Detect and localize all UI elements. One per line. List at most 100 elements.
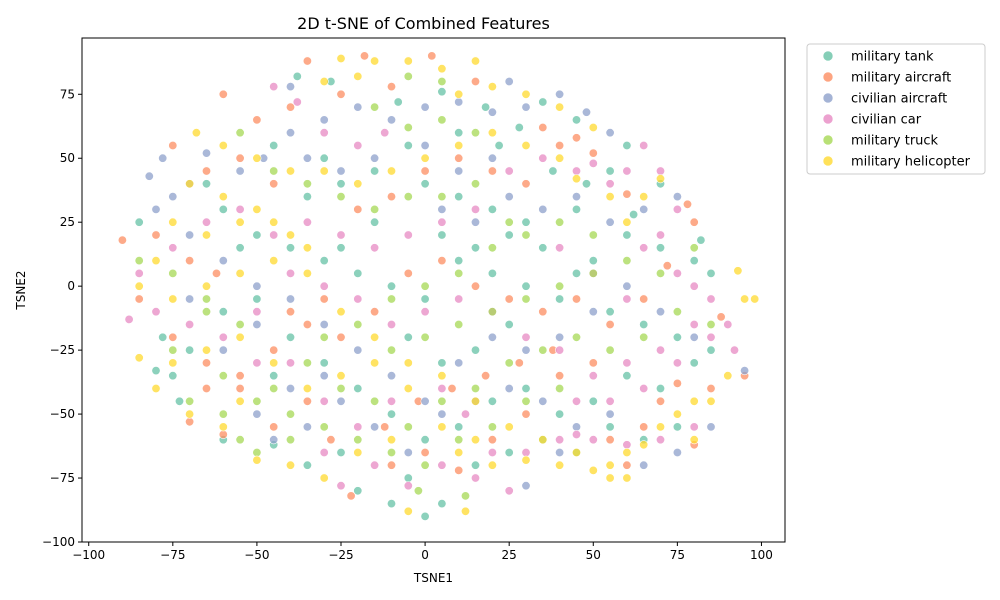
point-military-tank (235, 243, 245, 253)
point-civilian-aircraft (285, 294, 295, 304)
point-military-tank (437, 230, 447, 240)
y-tick-label: −25 (50, 343, 75, 357)
point-military-helicopter (191, 128, 201, 138)
point-military-aircraft (386, 82, 396, 92)
point-military-helicopter (403, 506, 413, 516)
point-civilian-car (706, 332, 716, 342)
point-military-helicopter (252, 455, 262, 465)
point-civilian-car (353, 141, 363, 151)
point-military-tank (269, 371, 279, 381)
point-military-truck (403, 422, 413, 432)
point-military-helicopter (403, 358, 413, 368)
point-military-tank (420, 294, 430, 304)
point-military-truck (235, 319, 245, 329)
point-military-truck (218, 371, 228, 381)
point-military-helicopter (504, 422, 514, 432)
point-civilian-aircraft (420, 141, 430, 151)
point-military-tank (538, 243, 548, 253)
point-military-tank (420, 511, 430, 521)
point-military-aircraft (218, 429, 228, 439)
point-civilian-aircraft (353, 345, 363, 355)
point-civilian-aircraft (185, 230, 195, 240)
point-civilian-aircraft (487, 107, 497, 117)
legend-marker (822, 134, 834, 146)
plot-frame (81, 37, 786, 543)
legend-entry-label: civilian aircraft (851, 92, 947, 107)
point-military-truck (454, 319, 464, 329)
point-military-helicopter (269, 256, 279, 266)
point-civilian-aircraft (487, 153, 497, 163)
legend-marker (822, 92, 834, 104)
point-civilian-aircraft (605, 128, 615, 138)
point-military-helicopter (605, 192, 615, 202)
y-tick-label: −75 (50, 471, 75, 485)
point-military-aircraft (302, 319, 312, 329)
point-civilian-car (470, 473, 480, 483)
point-military-tank (494, 141, 504, 151)
point-military-truck (252, 447, 262, 457)
point-military-aircraft (538, 123, 548, 133)
point-military-tank (437, 87, 447, 97)
y-tick-label: 25 (60, 215, 75, 229)
point-military-helicopter (218, 192, 228, 202)
point-military-helicopter (336, 371, 346, 381)
point-military-truck (672, 307, 682, 317)
point-military-tank (581, 179, 591, 189)
point-military-helicopter (740, 294, 750, 304)
point-military-tank (588, 256, 598, 266)
point-military-tank (403, 473, 413, 483)
point-military-tank (420, 179, 430, 189)
point-military-tank (252, 294, 262, 304)
point-military-tank (555, 409, 565, 419)
point-civilian-car (336, 481, 346, 491)
point-civilian-aircraft (370, 153, 380, 163)
point-military-aircraft (235, 383, 245, 393)
point-military-helicopter (185, 409, 195, 419)
point-military-truck (269, 383, 279, 393)
point-military-tank (706, 268, 716, 278)
point-military-aircraft (269, 345, 279, 355)
point-military-helicopter (454, 89, 464, 99)
point-military-helicopter (319, 166, 329, 176)
point-military-helicopter (622, 217, 632, 227)
point-military-aircraft (403, 268, 413, 278)
x-tick-label: −50 (244, 548, 269, 562)
point-military-helicopter (403, 383, 413, 393)
point-military-aircraft (521, 179, 531, 189)
point-civilian-aircraft (353, 102, 363, 112)
point-military-truck (639, 332, 649, 342)
point-military-helicopter (588, 123, 598, 133)
point-military-helicopter (218, 141, 228, 151)
point-civilian-aircraft (285, 128, 295, 138)
point-military-truck (420, 332, 430, 342)
point-military-aircraft (151, 230, 161, 240)
point-military-aircraft (336, 332, 346, 342)
point-civilian-car (504, 166, 514, 176)
point-civilian-aircraft (538, 396, 548, 406)
y-axis-label: TSNE2 (14, 270, 28, 310)
point-military-tank (292, 71, 302, 81)
point-military-helicopter (605, 473, 615, 483)
point-military-helicopter (437, 64, 447, 74)
point-military-aircraft (605, 435, 615, 445)
point-civilian-aircraft (202, 148, 212, 158)
point-military-truck (319, 332, 329, 342)
point-military-tank (185, 345, 195, 355)
point-civilian-aircraft (454, 358, 464, 368)
point-civilian-car (336, 230, 346, 240)
point-civilian-car (504, 486, 514, 496)
point-military-truck (403, 192, 413, 202)
point-military-tank (202, 179, 212, 189)
point-military-tank (555, 294, 565, 304)
point-civilian-aircraft (269, 435, 279, 445)
point-military-helicopter (571, 174, 581, 184)
point-civilian-aircraft (158, 153, 168, 163)
point-military-aircraft (655, 396, 665, 406)
point-military-helicopter (555, 460, 565, 470)
point-civilian-car (672, 204, 682, 214)
point-military-aircraft (202, 358, 212, 368)
point-military-aircraft (420, 447, 430, 457)
point-civilian-aircraft (420, 396, 430, 406)
point-military-tank (481, 102, 491, 112)
point-military-tank (706, 345, 716, 355)
